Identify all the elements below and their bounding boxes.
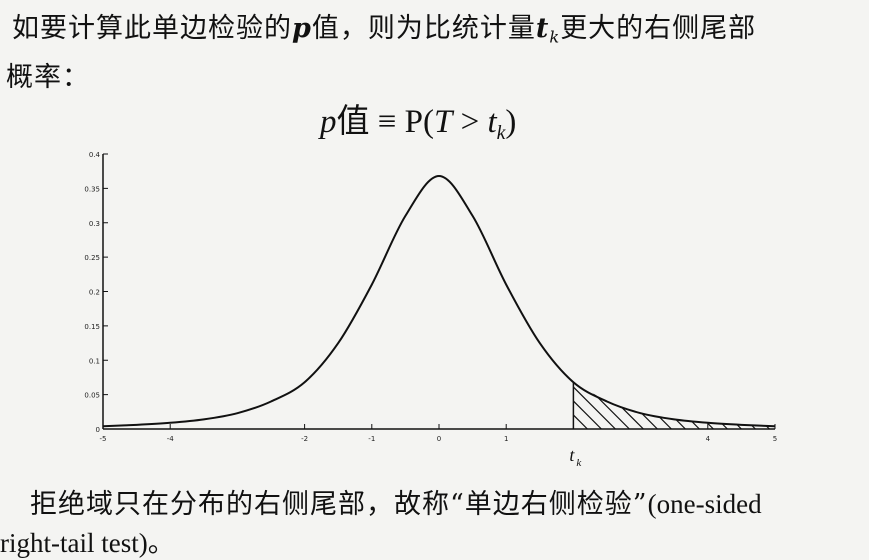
x-tick-label: 0 (437, 435, 441, 443)
tail-hatching (293, 359, 869, 429)
hatch-line (447, 359, 517, 429)
y-tick-label: 0.15 (84, 323, 100, 331)
x-tick-label: -1 (368, 435, 375, 443)
p-value-formula: p值 ≡ P(T > tk) (320, 104, 517, 144)
hatch-line (600, 382, 672, 429)
y-tick-label: 0.2 (89, 289, 100, 297)
hatch-line (573, 382, 616, 429)
hatch-line (293, 359, 363, 429)
x-tick-label: 5 (773, 435, 777, 443)
hatch-line (754, 382, 775, 429)
hatch-line (783, 359, 853, 429)
y-tick-label: 0.1 (89, 357, 100, 365)
hatch-line (377, 359, 447, 429)
hatch-line (475, 359, 545, 429)
hatch-line (768, 382, 775, 429)
hatch-line (405, 359, 475, 429)
hatch-line (363, 359, 433, 429)
hatch-line (433, 359, 503, 429)
x-tick-label: -5 (100, 435, 107, 443)
hatch-line (573, 382, 630, 429)
hatch-line (335, 359, 405, 429)
x-tick-label: -2 (301, 435, 308, 443)
y-tick-label: 0.25 (84, 254, 100, 262)
text-line-2: 概率： (6, 62, 90, 93)
hatch-line (712, 382, 775, 429)
y-tick-label: 0.35 (84, 185, 100, 193)
hatch-line (642, 382, 714, 429)
hatch-line (349, 359, 419, 429)
hatch-line (321, 359, 391, 429)
y-tick-label: 0.05 (84, 392, 100, 400)
x-tick-label: -4 (167, 435, 175, 443)
critical-value-label: t (569, 445, 575, 465)
distribution-chart: 0 0.05 0.1 0.15 0.2 0.25 0.3 0.35 0.4 -5 -4 -2 -1 0 1 4… (84, 151, 869, 469)
hatch-line (573, 382, 574, 429)
hatch-line (698, 382, 770, 429)
hatch-line (670, 382, 742, 429)
hatch-line (740, 382, 775, 429)
hatch-line (825, 359, 869, 429)
text-bottom-2: right-tail test)。 (0, 528, 175, 558)
x-tick-label: 4 (706, 435, 711, 443)
hatch-line (684, 382, 756, 429)
x-tick-label: 1 (504, 435, 508, 443)
hatch-line (811, 359, 869, 429)
hatch-line (573, 382, 644, 429)
chart-ticks: 0 0.05 0.1 0.15 0.2 0.25 0.3 0.35 0.4 -5 -4 -2 -1 0 1 4… (84, 151, 777, 443)
hatch-line (853, 359, 869, 429)
text-line-1: 如要计算此单边检验的p值，则为比统计量tk更大的右侧尾部 (12, 13, 757, 47)
hatch-line (573, 382, 602, 429)
y-tick-label: 0 (96, 426, 100, 434)
hatch-line (726, 382, 775, 429)
y-tick-label: 0.4 (89, 151, 101, 159)
hatch-line (586, 382, 658, 429)
text-bottom-1: 拒绝域只在分布的右侧尾部，故称“单边右侧检验”(one-sided (30, 489, 762, 520)
density-curve (102, 174, 776, 428)
hatch-line (573, 382, 588, 429)
hatch-line (797, 359, 867, 429)
hatch-line (461, 359, 531, 429)
critical-value-subscript: k (576, 457, 582, 469)
hatch-line (489, 359, 559, 429)
hatch-line (391, 359, 461, 429)
hatch-line (839, 359, 869, 429)
chart-axes (102, 154, 775, 430)
hatch-line (419, 359, 489, 429)
y-tick-label: 0.3 (89, 220, 100, 228)
